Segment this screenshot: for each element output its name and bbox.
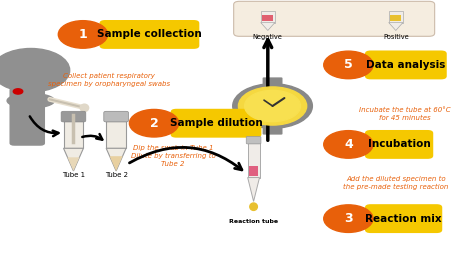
Text: Dip the swab in Tube 1
Dilute by transferring to
Tube 2: Dip the swab in Tube 1 Dilute by transfe…: [131, 145, 215, 167]
Text: 4: 4: [344, 138, 353, 151]
Polygon shape: [389, 23, 403, 30]
Ellipse shape: [7, 93, 55, 108]
Circle shape: [129, 109, 179, 137]
FancyBboxPatch shape: [234, 1, 435, 36]
Polygon shape: [248, 178, 259, 201]
Polygon shape: [106, 148, 126, 171]
Polygon shape: [67, 157, 80, 171]
Polygon shape: [261, 23, 275, 30]
Text: Tube 1: Tube 1: [62, 172, 85, 178]
FancyBboxPatch shape: [104, 111, 128, 122]
Text: Incubate the tube at 60°C
for 45 minutes: Incubate the tube at 60°C for 45 minutes: [359, 107, 451, 121]
Circle shape: [245, 90, 301, 122]
Text: Incubation: Incubation: [368, 139, 430, 149]
FancyBboxPatch shape: [248, 143, 260, 178]
FancyBboxPatch shape: [263, 77, 283, 86]
Text: 1: 1: [79, 28, 87, 41]
Circle shape: [324, 131, 373, 158]
Text: Sample collection: Sample collection: [97, 29, 202, 39]
Text: Add the diluted specimen to
the pre-made testing reaction: Add the diluted specimen to the pre-made…: [343, 176, 448, 190]
FancyBboxPatch shape: [261, 11, 275, 23]
FancyBboxPatch shape: [171, 109, 262, 138]
FancyBboxPatch shape: [389, 11, 403, 23]
FancyBboxPatch shape: [9, 87, 45, 146]
FancyBboxPatch shape: [365, 204, 442, 233]
FancyBboxPatch shape: [61, 111, 86, 122]
Circle shape: [324, 205, 373, 232]
Text: 2: 2: [150, 117, 158, 130]
Polygon shape: [109, 156, 123, 171]
Circle shape: [238, 87, 307, 125]
FancyBboxPatch shape: [64, 121, 83, 148]
Ellipse shape: [80, 104, 89, 112]
Text: 3: 3: [344, 212, 353, 225]
FancyBboxPatch shape: [263, 126, 283, 135]
FancyBboxPatch shape: [262, 15, 273, 21]
Polygon shape: [64, 148, 83, 171]
Text: Reaction mix: Reaction mix: [365, 214, 442, 224]
Text: Sample dilution: Sample dilution: [170, 118, 263, 128]
Text: 5: 5: [344, 58, 353, 72]
FancyBboxPatch shape: [106, 121, 126, 148]
FancyBboxPatch shape: [365, 50, 447, 80]
Text: Tube 2: Tube 2: [105, 172, 128, 178]
FancyBboxPatch shape: [246, 136, 261, 144]
Circle shape: [58, 21, 108, 48]
Ellipse shape: [250, 203, 257, 210]
FancyBboxPatch shape: [100, 20, 199, 49]
Circle shape: [13, 89, 23, 94]
Text: Positive: Positive: [383, 34, 409, 40]
Text: Collect patient respiratory
specimen by oropharyngeal swabs: Collect patient respiratory specimen by …: [48, 72, 170, 87]
Circle shape: [0, 48, 70, 92]
Text: Data analysis: Data analysis: [366, 60, 446, 70]
Circle shape: [233, 84, 312, 128]
FancyBboxPatch shape: [249, 166, 258, 176]
FancyBboxPatch shape: [365, 130, 433, 159]
Circle shape: [324, 51, 373, 79]
Text: Reaction tube: Reaction tube: [229, 219, 278, 224]
FancyBboxPatch shape: [390, 15, 401, 21]
Text: Negative: Negative: [253, 34, 283, 40]
